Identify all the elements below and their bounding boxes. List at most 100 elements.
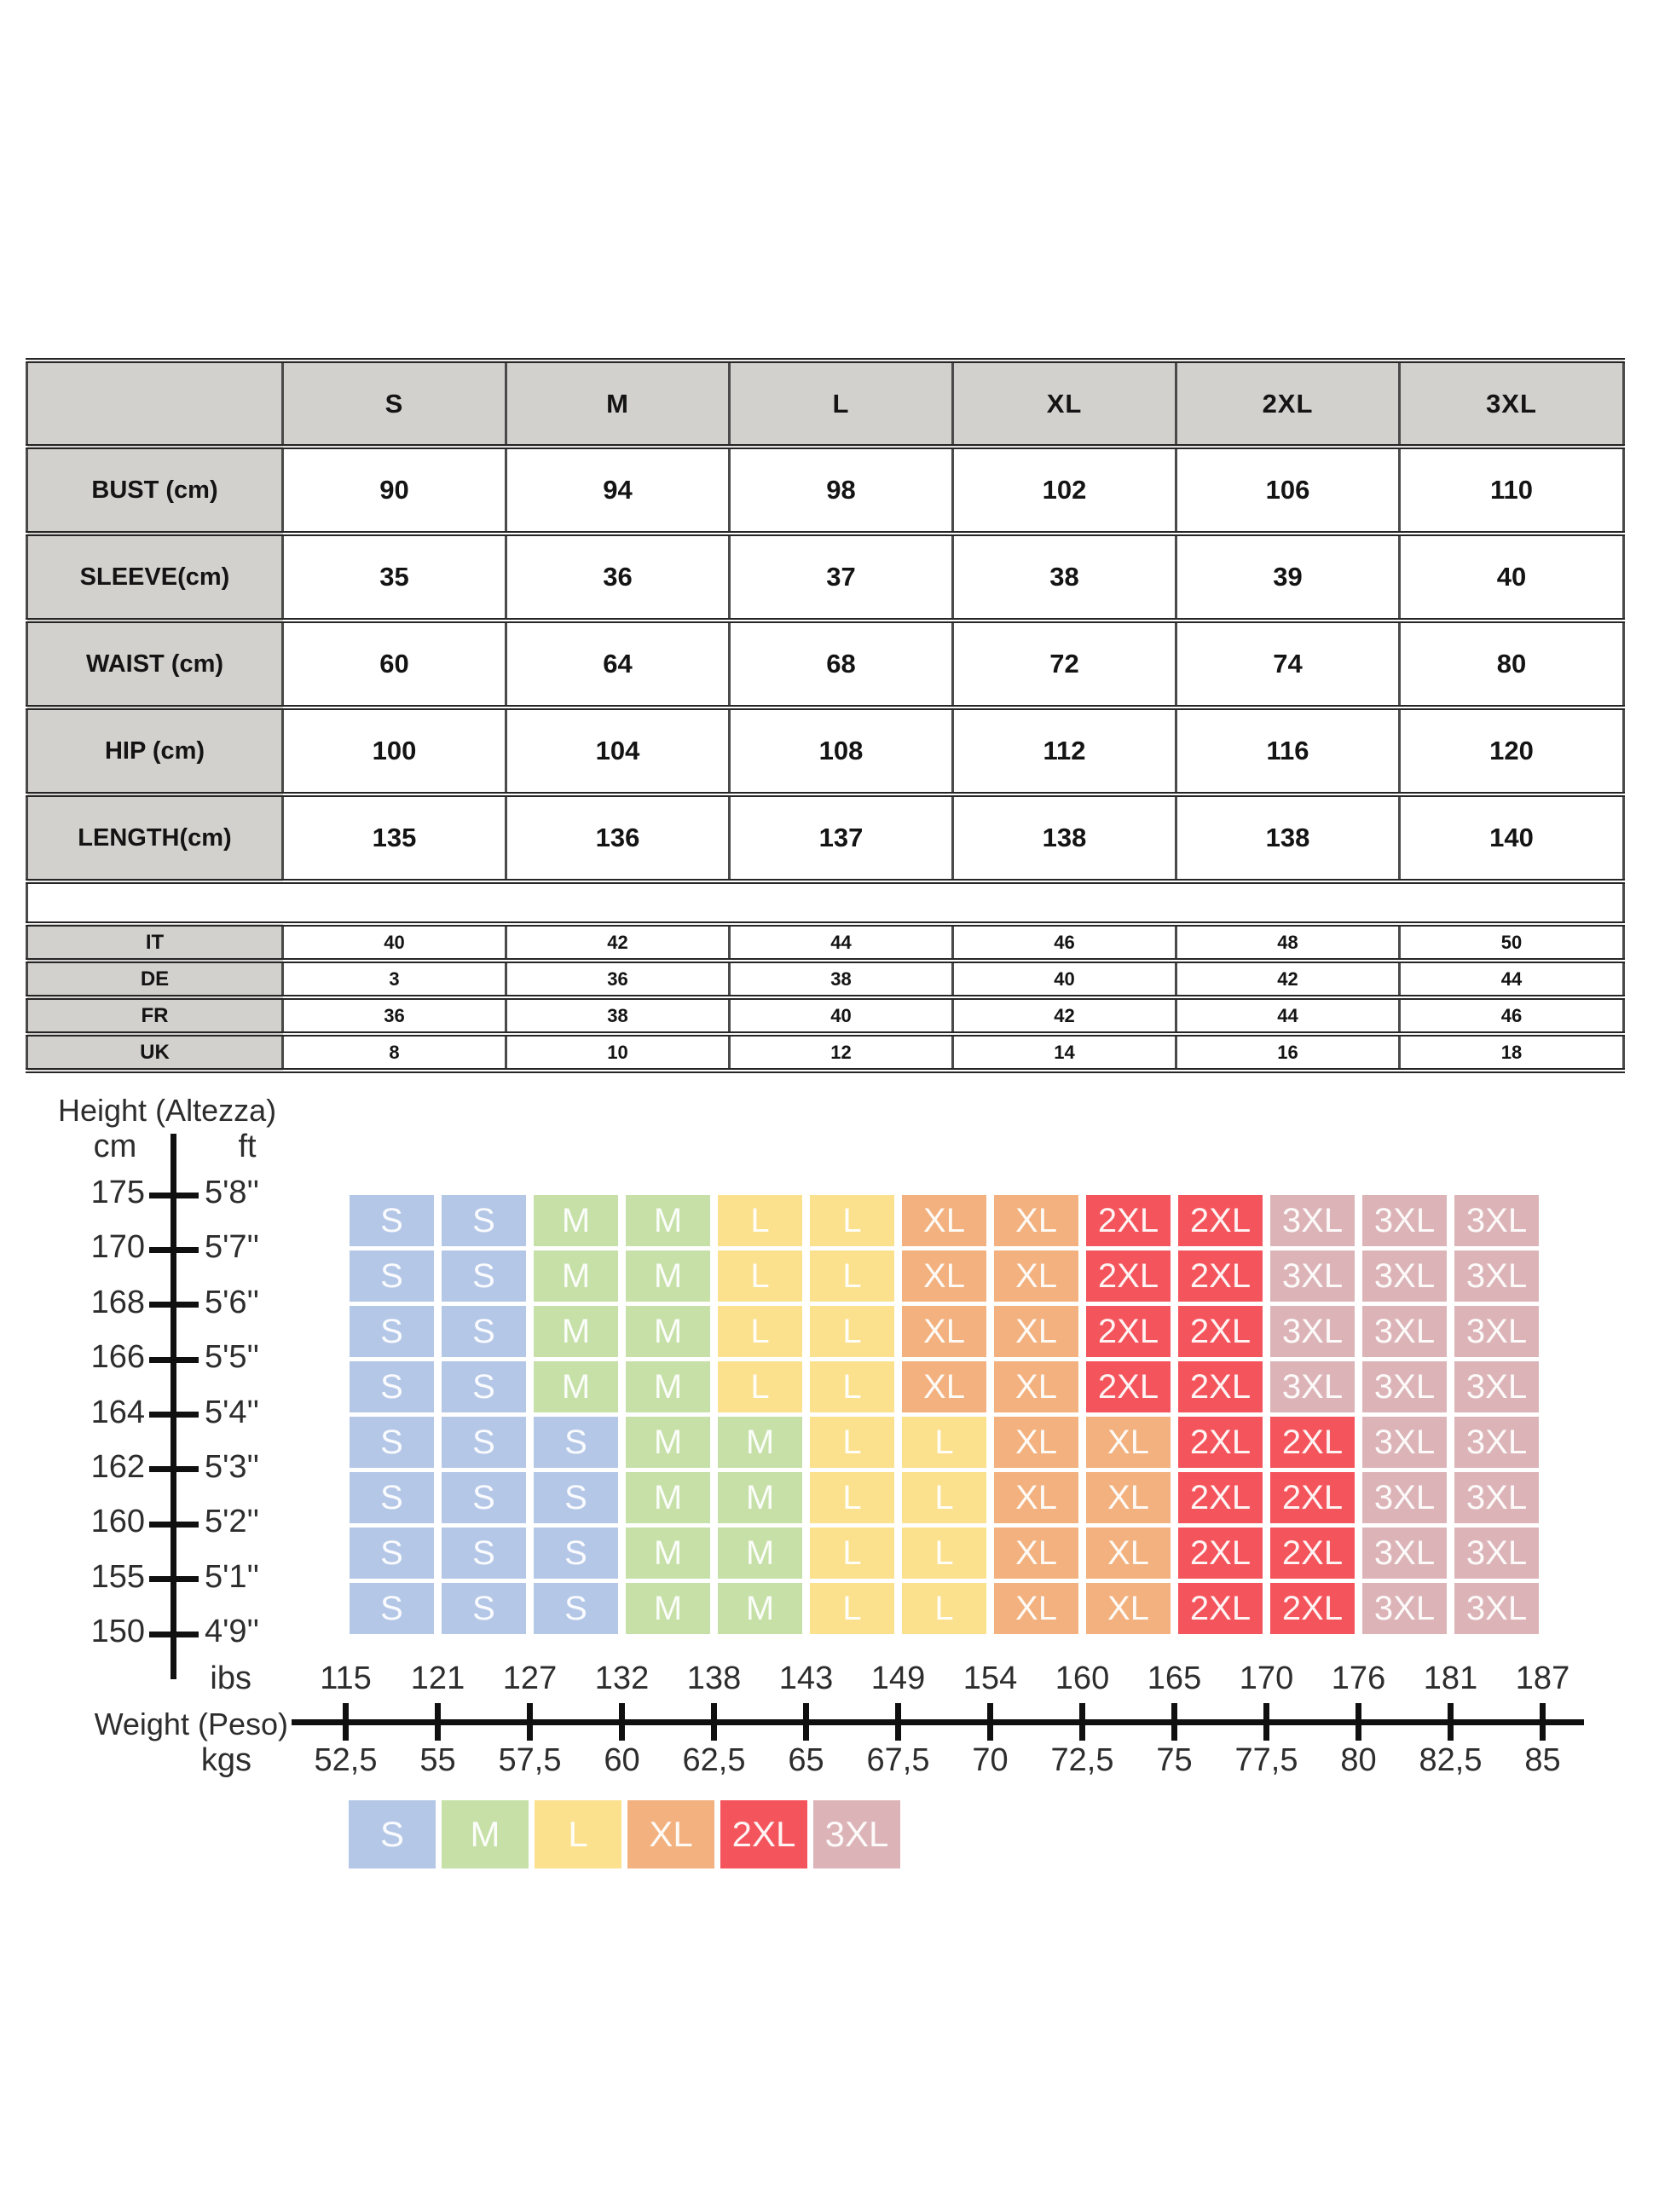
size-column-header: M [505,358,731,449]
size-cell: XL [994,1417,1078,1468]
size-cell: 2XL [1178,1583,1263,1634]
measurement-value-cell: 68 [728,618,954,710]
height-label-cm: 170 [90,1229,145,1266]
height-label-cm: 168 [90,1284,145,1320]
size-cell: 3XL [1362,1472,1447,1523]
size-cell: S [350,1417,434,1468]
legend-swatch: L [535,1800,621,1868]
size-cell: M [626,1361,710,1412]
size-cell: 2XL [1086,1306,1171,1357]
size-cell: XL [994,1583,1078,1634]
conversion-value-cell: 42 [1175,958,1401,1000]
weight-tick [895,1703,901,1741]
weight-label-lbs: 127 [502,1660,558,1696]
weight-label-lbs: 121 [410,1660,465,1696]
height-label-cm: 160 [90,1504,145,1540]
size-cell: 3XL [1270,1195,1355,1246]
legend-swatch: XL [627,1800,714,1868]
size-cell: 2XL [1178,1250,1263,1302]
measurement-value-cell: 138 [1175,792,1401,884]
conversion-value-cell: 36 [281,995,507,1037]
height-tick [149,1521,199,1528]
measurement-value-cell: 108 [728,705,954,797]
height-label-ft: 5'4'' [205,1394,260,1430]
conversion-value-cell: 44 [728,921,954,963]
corner-cell [26,358,284,449]
size-cell: L [810,1195,894,1246]
measurement-value-cell: 39 [1175,531,1401,623]
measurement-value-cell: 112 [951,705,1177,797]
height-label-cm: 175 [90,1175,145,1210]
height-tick [149,1192,199,1198]
size-cell: M [718,1417,802,1468]
conversion-row-label: FR [26,995,284,1037]
size-cell: XL [1086,1528,1171,1579]
size-cell: S [534,1528,618,1579]
measurement-value-cell: 138 [951,792,1177,884]
size-cell: L [718,1195,802,1246]
size-cell: XL [1086,1417,1171,1468]
size-cell: 3XL [1454,1417,1539,1468]
weight-label-lbs: 181 [1423,1660,1478,1696]
weight-label-lbs: 165 [1147,1660,1202,1696]
size-cell: 3XL [1270,1306,1355,1357]
measurement-row: SLEEVE(cm) 35 36 37 38 39 40 [26,531,1625,623]
size-cell: L [810,1306,894,1357]
weight-label-kgs: 55 [419,1742,456,1778]
weight-tick [1263,1703,1269,1741]
size-cell: XL [994,1528,1078,1579]
measurement-value-cell: 40 [1398,531,1625,623]
size-cell: S [350,1361,434,1412]
size-cell: L [902,1528,986,1579]
conversion-value-cell: 48 [1175,921,1401,963]
measurement-value-cell: 135 [281,792,507,884]
size-column-header: XL [951,358,1177,449]
measurement-table: S M L XL 2XL 3XL BUST (cm) 90 94 98 102 106 110 SLEEV… [26,358,1625,1073]
size-cell: S [350,1528,434,1579]
height-tick [149,1631,199,1637]
size-cell: XL [902,1250,986,1302]
measurement-value-cell: 60 [281,618,507,710]
weight-label-lbs: 154 [962,1660,1018,1696]
measurement-value-cell: 72 [951,618,1177,710]
measurement-row-label: SLEEVE(cm) [26,531,284,623]
size-cell: L [902,1417,986,1468]
weight-label-lbs: 187 [1515,1660,1570,1696]
conversion-value-cell: 50 [1398,921,1625,963]
weight-label-lbs: 132 [594,1660,650,1696]
weight-tick [1540,1703,1546,1741]
conversion-value-cell: 42 [505,921,731,963]
size-column-header: L [728,358,954,449]
measurement-value-cell: 64 [505,618,731,710]
conversion-value-cell: 16 [1175,1031,1401,1073]
weight-label-lbs: 149 [870,1660,926,1696]
measurement-value-cell: 102 [951,444,1177,536]
weight-label-kgs: 77,5 [1234,1742,1298,1778]
measurement-value-cell: 110 [1398,444,1625,536]
size-cell: 3XL [1362,1306,1447,1357]
weight-tick [1356,1703,1361,1741]
measurement-value-cell: 140 [1398,792,1625,884]
height-label-cm: 162 [90,1448,145,1485]
size-cell: XL [1086,1472,1171,1523]
weight-label-kgs: 62,5 [682,1742,746,1778]
size-cell: S [350,1472,434,1523]
size-cell: 2XL [1086,1195,1171,1246]
size-cell: 2XL [1086,1250,1171,1302]
weight-label-lbs: 115 [320,1660,372,1696]
size-cell: 3XL [1454,1250,1539,1302]
size-column-header: 2XL [1175,358,1401,449]
weight-axis-line [292,1719,1584,1725]
measurement-row: HIP (cm) 100 104 108 112 116 120 [26,705,1625,797]
size-cell: S [442,1583,526,1634]
weight-label-lbs: 138 [686,1660,742,1696]
size-cell: XL [902,1361,986,1412]
size-cell: 2XL [1178,1528,1263,1579]
conversion-value-cell: 3 [281,958,507,1000]
size-column-header: S [281,358,507,449]
size-cell: 2XL [1270,1583,1355,1634]
height-tick [149,1576,199,1583]
size-cell: S [350,1250,434,1302]
size-cell: XL [1086,1583,1171,1634]
